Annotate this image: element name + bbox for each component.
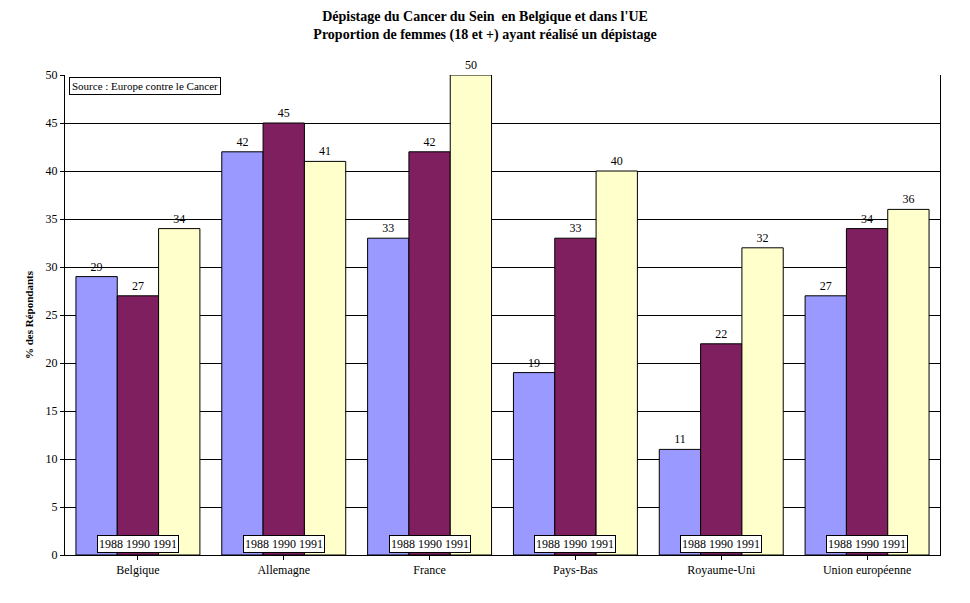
svg-text:19: 19 — [528, 356, 540, 370]
svg-text:22: 22 — [715, 327, 727, 341]
svg-text:0: 0 — [52, 548, 58, 562]
svg-text:20: 20 — [46, 356, 58, 370]
svg-text:11: 11 — [674, 432, 686, 446]
svg-text:50: 50 — [46, 68, 58, 82]
svg-text:1988 1990 1991: 1988 1990 1991 — [536, 537, 614, 551]
svg-text:Pays-Bas: Pays-Bas — [553, 563, 598, 577]
svg-text:33: 33 — [569, 221, 581, 235]
svg-text:42: 42 — [424, 135, 436, 149]
svg-text:41: 41 — [319, 144, 331, 158]
svg-text:5: 5 — [52, 500, 58, 514]
svg-text:34: 34 — [861, 212, 873, 226]
svg-text:29: 29 — [91, 260, 103, 274]
svg-text:Belgique: Belgique — [116, 563, 159, 577]
svg-text:Source : Europe contre le Canc: Source : Europe contre le Cancer — [72, 80, 218, 92]
svg-text:40: 40 — [611, 154, 623, 168]
svg-text:32: 32 — [757, 231, 769, 245]
svg-text:France: France — [413, 563, 446, 577]
svg-text:1988 1990 1991: 1988 1990 1991 — [245, 537, 323, 551]
svg-text:1988 1990 1991: 1988 1990 1991 — [828, 537, 906, 551]
svg-text:34: 34 — [173, 212, 185, 226]
svg-text:36: 36 — [902, 192, 914, 206]
svg-text:33: 33 — [382, 221, 394, 235]
svg-text:Royaume-Uni: Royaume-Uni — [687, 563, 756, 577]
svg-text:27: 27 — [820, 279, 832, 293]
svg-text:27: 27 — [132, 279, 144, 293]
svg-text:1988 1990 1991: 1988 1990 1991 — [99, 537, 177, 551]
svg-text:Dépistage du Cancer du Sein e: Dépistage du Cancer du Sein en Belgique … — [313, 9, 656, 43]
svg-text:25: 25 — [46, 308, 58, 322]
svg-text:% des Répondants: % des Répondants — [23, 270, 35, 359]
svg-text:15: 15 — [46, 404, 58, 418]
svg-text:50: 50 — [465, 58, 477, 72]
svg-text:1988 1990 1991: 1988 1990 1991 — [391, 537, 469, 551]
svg-text:40: 40 — [46, 164, 58, 178]
svg-text:35: 35 — [46, 212, 58, 226]
svg-text:Union européenne: Union européenne — [823, 563, 911, 577]
svg-text:Allemagne: Allemagne — [257, 563, 310, 577]
svg-text:45: 45 — [278, 106, 290, 120]
svg-text:1988 1990 1991: 1988 1990 1991 — [682, 537, 760, 551]
svg-text:45: 45 — [46, 116, 58, 130]
svg-text:30: 30 — [46, 260, 58, 274]
svg-text:42: 42 — [236, 135, 248, 149]
svg-text:10: 10 — [46, 452, 58, 466]
